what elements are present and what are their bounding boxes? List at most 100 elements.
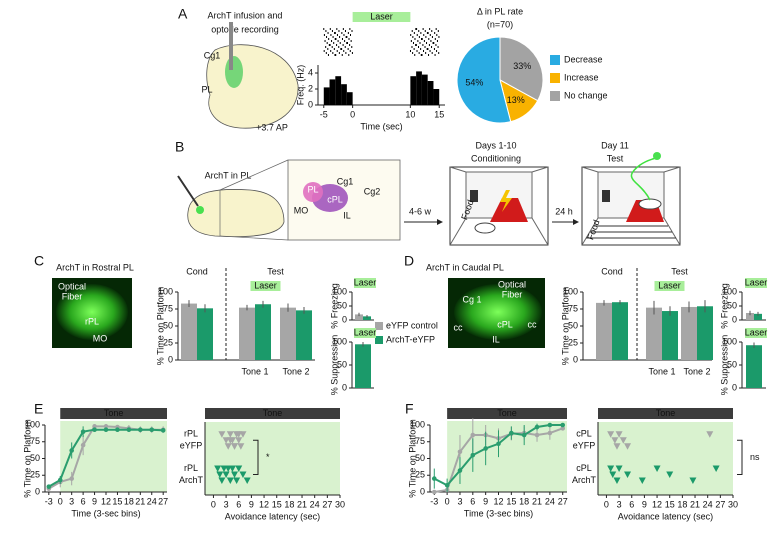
x-tick-label: Tone 2: [683, 366, 710, 376]
tone-shading: [60, 421, 167, 492]
laser-tag: [250, 281, 281, 291]
y-tick-label: 100: [410, 419, 425, 429]
y-tick-label: 100: [25, 419, 40, 429]
point: [666, 471, 674, 479]
x-tick-label: 0: [604, 499, 609, 509]
point: [57, 477, 63, 483]
point: [712, 465, 720, 473]
y-axis-label: % Time on Platform: [560, 287, 570, 366]
bar: [662, 311, 678, 360]
point: [483, 446, 488, 451]
image-label: Optical: [58, 281, 86, 291]
y-tick-label: 2: [308, 83, 313, 93]
atlas-label: PL: [307, 184, 318, 194]
bar: [596, 302, 612, 360]
y-axis-label: % Time on Platform: [155, 287, 165, 366]
x-tick-label: Tone 1: [241, 366, 268, 376]
x-axis-label: Time (3-sec bins): [71, 508, 140, 518]
y-tick-label: 50: [727, 300, 737, 310]
histogram-bar: [433, 89, 440, 105]
y-tick-label: 0: [342, 382, 347, 392]
x-tick-label: 27: [158, 496, 168, 506]
point: [218, 477, 226, 485]
laser-label: Laser: [745, 327, 768, 337]
point: [243, 477, 251, 485]
group-label: eYFP: [573, 441, 596, 451]
x-tick-label: 9: [483, 496, 488, 506]
panel-letter: F: [405, 401, 414, 417]
panel-letter: E: [34, 401, 43, 417]
y-tick-label: 75: [568, 303, 578, 313]
point: [239, 471, 247, 479]
panel-letter: C: [34, 253, 44, 269]
y-tick-label: 0: [420, 486, 425, 496]
x-tick-label: 15: [112, 496, 122, 506]
y-tick-label: 75: [30, 436, 40, 446]
y-tick-label: 0: [342, 314, 347, 324]
legend-label: eYFP control: [386, 320, 438, 330]
panel-letter: D: [404, 253, 414, 269]
y-axis-label: Freq. (Hz): [295, 65, 305, 106]
pie-slice: [499, 36, 544, 102]
x-tick-label: 21: [532, 496, 542, 506]
point: [235, 437, 243, 444]
y-axis-label: % Freezing: [719, 283, 729, 329]
laser-tag: [352, 12, 411, 22]
bar: [355, 314, 363, 320]
histogram-bar: [416, 71, 422, 105]
y-tick-label: 50: [415, 453, 425, 463]
x-tick-label: 24: [147, 496, 157, 506]
atlas-label: IL: [343, 210, 351, 220]
y-tick-label: 0: [732, 314, 737, 324]
bar: [239, 307, 255, 360]
x-tick-label: -3: [45, 496, 53, 506]
point: [126, 427, 132, 432]
image-label: cc: [454, 322, 464, 332]
x-tick-label: 30: [728, 499, 738, 509]
tone-band: [598, 408, 733, 419]
x-axis-label: Time (3-sec bins): [464, 508, 533, 518]
point: [233, 477, 241, 485]
y-tick-label: 25: [163, 337, 173, 347]
x-tick-label: 27: [558, 496, 568, 506]
x-tick-label: 27: [322, 499, 332, 509]
x-tick-label: Tone 1: [648, 366, 675, 376]
pie-slice: [456, 36, 512, 124]
atlas-label: cPL: [327, 194, 343, 204]
image-title: ArchT in Rostral PL: [56, 262, 134, 272]
group-label: Cond: [186, 266, 208, 276]
x-tick-label: 3: [69, 496, 74, 506]
legend-swatch: [550, 91, 560, 101]
point: [138, 427, 143, 432]
x-tick-label: 3: [617, 499, 622, 509]
laser-tag: [354, 278, 376, 288]
point: [706, 431, 714, 438]
group-label: Test: [267, 266, 284, 276]
group-label: cPL: [576, 463, 592, 473]
laser-label: Laser: [354, 277, 377, 287]
x-tick-label: 10: [405, 109, 415, 119]
tone-label: Tone: [497, 408, 517, 418]
point: [431, 489, 437, 495]
legend-swatch: [550, 73, 560, 83]
y-tick-label: 50: [568, 320, 578, 330]
laser-tag: [745, 278, 767, 288]
point: [457, 449, 463, 455]
atlas-label: MO: [294, 205, 309, 215]
x-tick-label: 12: [652, 499, 662, 509]
laser-tag: [654, 281, 685, 291]
x-tick-label: 0: [58, 496, 63, 506]
y-tick-label: 100: [722, 336, 737, 346]
point: [224, 443, 232, 450]
point: [611, 437, 619, 444]
y-tick-label: 75: [163, 303, 173, 313]
point: [218, 431, 226, 438]
legend-label: Decrease: [564, 54, 603, 64]
point: [69, 448, 74, 453]
legend-label: ArchT-eYFP: [386, 334, 435, 344]
panel-title: ArchT infusion and: [208, 10, 283, 20]
point: [231, 443, 239, 450]
bar: [363, 316, 371, 320]
tone-band: [205, 408, 340, 419]
